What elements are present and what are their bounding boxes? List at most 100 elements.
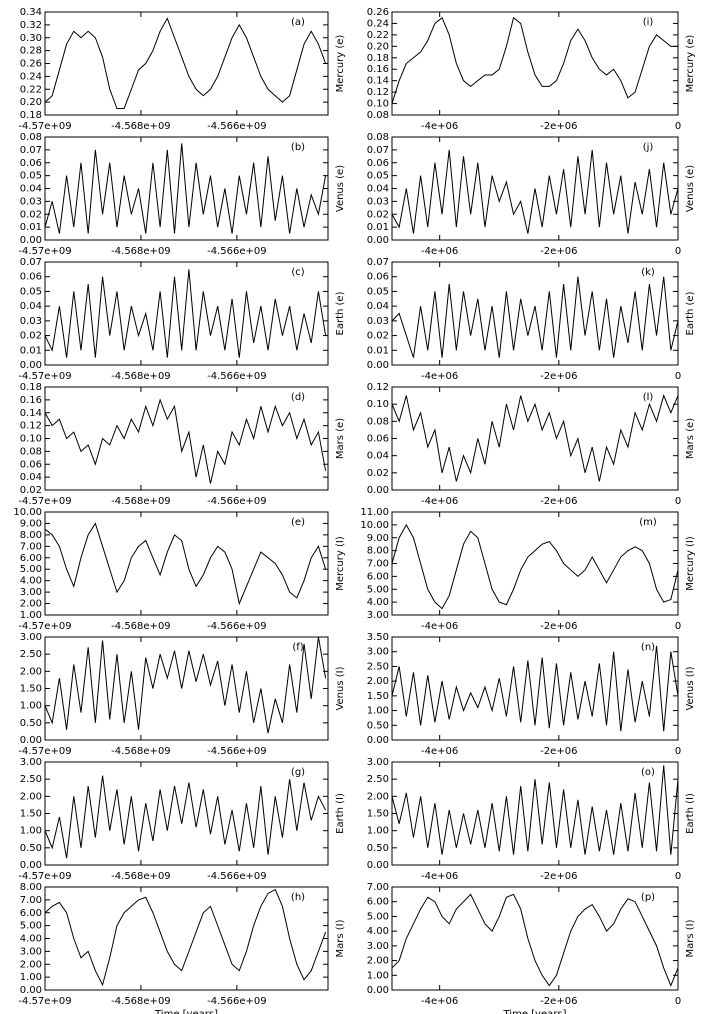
y-tick-label: 7.00: [367, 882, 389, 893]
panel-label: (a): [291, 17, 305, 28]
data-line: [44, 636, 327, 734]
y-tick-label: 0.00: [20, 735, 42, 746]
y-tick-label: 0.34: [20, 7, 42, 18]
y-tick-label: 2.50: [20, 649, 42, 660]
x-tick-label: -4.568e+09: [111, 871, 171, 882]
data-line: [391, 893, 679, 987]
y-tick-label: 10.00: [13, 507, 42, 518]
y-axis-label: Mercury (I): [685, 536, 696, 591]
y-tick-label: 0.06: [20, 459, 42, 470]
x-tick-label: -2e+06: [540, 371, 577, 382]
x-tick-label: -4.57e+09: [18, 746, 71, 757]
x-tick-label: -4e+06: [421, 871, 458, 882]
data-line: [44, 888, 327, 987]
plot-frame: [44, 511, 329, 616]
y-tick-label: 0.01: [367, 345, 389, 356]
y-tick-label: 0.18: [367, 53, 389, 64]
panel-label: (i): [643, 17, 654, 28]
y-tick-label: 0.50: [367, 720, 389, 731]
y-axis-label: Venus (e): [335, 165, 346, 212]
y-tick-label: 0.06: [367, 434, 389, 445]
y-tick-label: 0.16: [367, 64, 389, 75]
y-tick-label: 0.18: [20, 382, 42, 393]
y-tick-label: 0.16: [20, 395, 42, 406]
y-tick-label: 0.05: [367, 171, 389, 182]
x-tick-label: 0: [675, 496, 681, 507]
y-tick-label: 2.00: [367, 676, 389, 687]
y-tick-label: 0.04: [367, 301, 389, 312]
y-tick-label: 3.00: [367, 757, 389, 768]
y-tick-label: 0.03: [20, 196, 42, 207]
y-tick-label: 0.08: [367, 132, 389, 143]
x-tick-label: -4e+06: [421, 121, 458, 132]
plot-frame: [44, 886, 329, 991]
y-tick-label: 0.50: [20, 843, 42, 854]
y-tick-label: 0.02: [367, 209, 389, 220]
y-tick-label: 0.01: [20, 222, 42, 233]
y-tick-label: 1.50: [20, 684, 42, 695]
x-tick-label: -4e+06: [421, 746, 458, 757]
y-tick-label: 3.00: [20, 587, 42, 598]
y-tick-label: 1.50: [367, 809, 389, 820]
data-line: [44, 269, 327, 358]
y-tick-label: 0.04: [20, 184, 42, 195]
y-axis-label: Mars (e): [335, 418, 346, 459]
y-tick-label: 0.02: [367, 468, 389, 479]
data-line: [44, 775, 327, 859]
y-axis-label: Mercury (e): [685, 35, 696, 93]
y-tick-label: 0.07: [367, 145, 389, 156]
x-tick-label: -2e+06: [540, 996, 577, 1007]
panel-label: (n): [641, 642, 655, 653]
y-tick-label: 0.26: [367, 7, 389, 18]
y-tick-label: 0.30: [20, 33, 42, 44]
y-tick-label: 0.20: [20, 97, 42, 108]
y-axis-label: Earth (I): [335, 793, 346, 834]
plot-frame: [44, 261, 329, 366]
y-tick-label: 0.08: [20, 446, 42, 457]
y-axis-label: Mars (e): [685, 418, 696, 459]
y-tick-label: 1.00: [20, 826, 42, 837]
y-tick-label: 0.00: [20, 860, 42, 871]
plot-frame: [391, 761, 679, 866]
y-tick-label: 0.50: [367, 843, 389, 854]
y-tick-label: 0.00: [367, 985, 389, 996]
x-tick-label: -4e+06: [421, 621, 458, 632]
y-axis-label: Venus (I): [335, 666, 346, 710]
y-tick-label: 1.00: [367, 826, 389, 837]
x-tick-label: -4.57e+09: [18, 371, 71, 382]
y-tick-label: 0.26: [20, 59, 42, 70]
y-tick-label: 0.32: [20, 20, 42, 31]
y-tick-label: 7.00: [20, 895, 42, 906]
x-tick-label: -4.566e+09: [207, 996, 267, 1007]
y-tick-label: 3.00: [20, 757, 42, 768]
x-tick-label: -4.566e+09: [207, 871, 267, 882]
x-tick-label: -4.568e+09: [111, 371, 171, 382]
plot-frame: [391, 386, 679, 491]
panel-label: (h): [291, 892, 305, 903]
x-tick-label: -4.568e+09: [111, 746, 171, 757]
y-tick-label: 0.06: [20, 272, 42, 283]
y-tick-label: 0.14: [367, 76, 389, 87]
y-tick-label: 0.14: [20, 408, 42, 419]
y-tick-label: 5.00: [367, 584, 389, 595]
x-axis-label: Time [years]: [503, 1009, 567, 1014]
plot-frame: [391, 511, 679, 616]
panel-label: (o): [641, 767, 655, 778]
y-tick-label: 2.50: [367, 661, 389, 672]
y-tick-label: 1.00: [367, 970, 389, 981]
x-tick-label: -4.57e+09: [18, 246, 71, 257]
y-tick-label: 3.00: [367, 610, 389, 621]
panel-label: (f): [292, 642, 303, 653]
y-tick-label: 0.12: [367, 382, 389, 393]
y-axis-label: Earth (I): [685, 793, 696, 834]
y-tick-label: 0.22: [20, 84, 42, 95]
y-tick-label: 6.00: [367, 571, 389, 582]
y-tick-label: 7.00: [20, 541, 42, 552]
x-tick-label: -2e+06: [540, 246, 577, 257]
y-tick-label: 2.00: [20, 791, 42, 802]
y-tick-label: 2.00: [20, 666, 42, 677]
y-tick-label: 0.28: [20, 46, 42, 57]
y-tick-label: 8.00: [20, 882, 42, 893]
y-tick-label: 0.03: [367, 196, 389, 207]
data-line: [391, 16, 678, 104]
